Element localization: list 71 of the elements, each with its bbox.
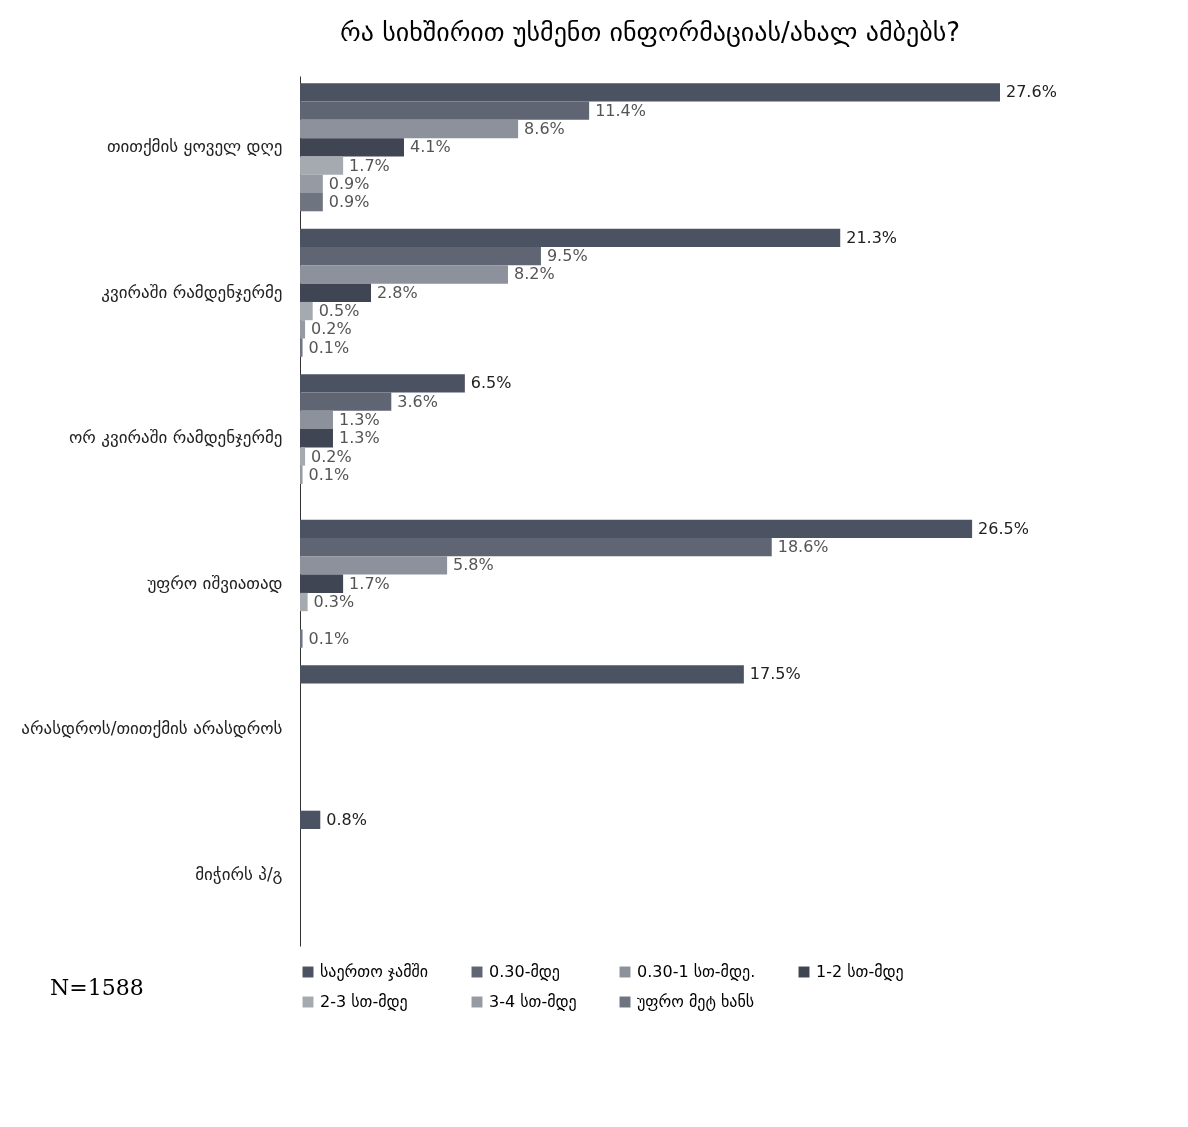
data-label: 26.5%	[978, 518, 1029, 538]
data-label: 0.2%	[311, 319, 352, 339]
y-tick-label: თითქმის ყოველ დღე	[106, 136, 283, 157]
data-label: 8.6%	[524, 119, 565, 138]
data-label: 1.3%	[338, 409, 380, 429]
legend-label: 1-2 სთ-მდე	[816, 962, 904, 981]
bar	[300, 228, 841, 248]
bar	[300, 538, 772, 557]
bar	[300, 301, 313, 321]
bar	[300, 247, 541, 266]
legend-label: 3-4 სთ-მდე	[489, 992, 577, 1011]
bar	[300, 119, 519, 139]
data-label: 0.9%	[328, 173, 370, 193]
data-label: 0.1%	[308, 464, 350, 484]
y-tick-label: კვირაში რამდენჯერმე	[101, 281, 283, 302]
data-label: 27.6%	[1006, 82, 1057, 102]
data-label: 1.7%	[349, 573, 390, 593]
data-label: 11.4%	[595, 100, 646, 120]
bar	[300, 174, 323, 194]
bar	[300, 574, 344, 593]
data-label: 9.5%	[546, 246, 588, 266]
data-label: 0.5%	[318, 301, 360, 321]
bar	[300, 265, 508, 284]
data-label: 1.7%	[349, 155, 390, 175]
bar	[300, 629, 303, 648]
data-label: 0.2%	[311, 446, 352, 466]
bar	[300, 283, 372, 302]
data-label: 8.2%	[513, 264, 555, 284]
bar	[300, 810, 321, 829]
data-label: 6.5%	[470, 373, 512, 393]
legend-label: უფრო მეტ ხანს	[637, 992, 755, 1011]
bar	[300, 138, 404, 157]
bar	[300, 338, 303, 357]
legend-label: საერთო ჯამში	[320, 962, 429, 981]
bar	[300, 447, 306, 466]
data-label: 1.3%	[338, 428, 380, 448]
data-label: 0.9%	[328, 192, 370, 212]
data-label: 0.3%	[313, 592, 355, 612]
bar	[300, 320, 306, 339]
y-tick-label: არასდროს/თითქმის არასდროს	[21, 718, 283, 739]
bar	[300, 556, 448, 575]
bar	[300, 429, 333, 448]
bar	[300, 519, 973, 539]
data-label: 3.6%	[397, 391, 438, 411]
data-label: 21.3%	[846, 227, 898, 247]
y-tick-label: ორ კვირაში რამდენჯერმე	[68, 427, 283, 448]
legend-label: 0.30-მდე	[489, 962, 560, 981]
data-label: 0.8%	[326, 809, 367, 829]
data-label: 18.6%	[777, 537, 829, 557]
bar	[300, 156, 344, 175]
data-label: 2.8%	[377, 282, 418, 302]
y-tick-label: უფრო იშვიათად	[147, 572, 283, 593]
chart-title: რა სიხშირით უსმენთ ინფორმაციას/ახალ ამბებს?	[339, 17, 961, 47]
bar	[300, 374, 465, 393]
bar	[300, 83, 1000, 102]
bar	[300, 665, 744, 684]
bar	[300, 101, 590, 120]
bar	[300, 465, 303, 484]
bar	[300, 392, 392, 411]
data-label: 5.8%	[453, 555, 494, 575]
bar	[300, 193, 323, 212]
data-label: 0.1%	[308, 628, 350, 648]
legend-label: 0.30-1 სთ-მდე.	[637, 962, 756, 981]
data-label: 4.1%	[409, 137, 451, 157]
data-label: 17.5%	[749, 664, 801, 684]
bar	[300, 592, 308, 612]
text: N=1588	[50, 975, 144, 1000]
y-tick-label: მიჭირს პ/გ	[195, 863, 283, 884]
data-label: 0.1%	[308, 337, 350, 357]
bar	[300, 410, 333, 430]
legend-label: 2-3 სთ-მდე	[320, 992, 408, 1011]
